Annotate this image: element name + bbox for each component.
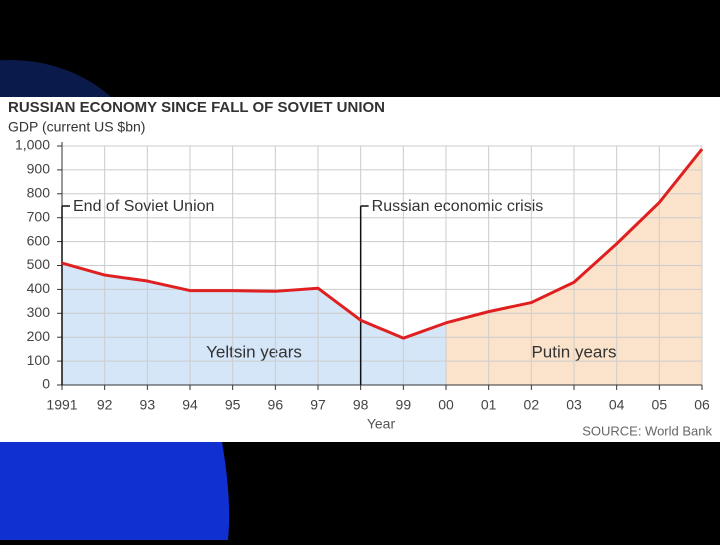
data-line (61, 148, 704, 340)
annotation-label: End of Soviet Union (73, 198, 214, 215)
region-label: Yeltsin years (206, 342, 302, 361)
x-tick-label: 00 (438, 397, 454, 413)
source-note: SOURCE: World Bank (582, 423, 712, 438)
x-tick-label: 01 (481, 397, 497, 413)
annotation-label: Russian economic crisis (372, 198, 544, 215)
x-tick-label: 99 (396, 397, 412, 413)
chart-subtitle: GDP (current US $bn) (8, 119, 145, 135)
region-area (62, 263, 446, 385)
x-tick-label: 96 (268, 397, 284, 413)
x-tick-label: 05 (652, 397, 668, 413)
x-tick-label: 97 (310, 397, 326, 413)
x-tick-label: 02 (524, 397, 540, 413)
chart-title: RUSSIAN ECONOMY SINCE FALL OF SOVIET UNI… (8, 99, 385, 116)
x-tick-label: 95 (225, 397, 241, 413)
y-tick-label: 400 (27, 280, 51, 296)
y-tick-label: 0 (42, 376, 50, 392)
x-axis-label: Year (367, 416, 396, 432)
x-tick-label: 03 (566, 397, 582, 413)
y-tick-label: 700 (27, 208, 51, 224)
x-tick-label: 94 (182, 397, 198, 413)
y-tick-label: 300 (27, 304, 51, 320)
y-tick-label: 200 (27, 328, 51, 344)
y-tick-label: 100 (27, 352, 51, 368)
x-tick-label: 92 (97, 397, 113, 413)
x-tick-label: 93 (140, 397, 156, 413)
y-tick-label: 600 (27, 232, 51, 248)
y-tick-label: 800 (27, 185, 51, 201)
chart: RUSSIAN ECONOMY SINCE FALL OF SOVIET UNI… (8, 99, 713, 438)
y-tick-label: 1,000 (15, 137, 50, 153)
y-tick-label: 900 (27, 161, 51, 177)
y-tick-label: 500 (27, 256, 51, 272)
x-tick-label: 98 (353, 397, 369, 413)
x-tick-label: 06 (694, 397, 710, 413)
x-tick-label: 1991 (46, 397, 77, 413)
slide-decoration (0, 442, 230, 540)
region-area (446, 149, 702, 385)
x-tick-label: 04 (609, 397, 625, 413)
